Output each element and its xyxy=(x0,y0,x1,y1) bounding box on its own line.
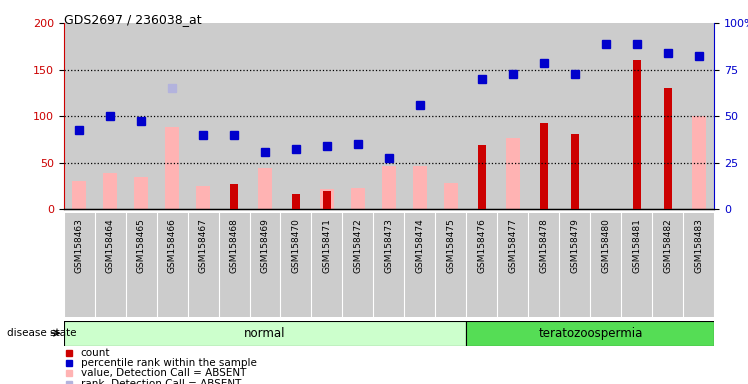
Bar xyxy=(497,23,528,209)
Bar xyxy=(590,213,622,317)
Bar xyxy=(351,188,365,209)
Text: GSM158471: GSM158471 xyxy=(322,218,331,273)
Text: GSM158468: GSM158468 xyxy=(230,218,239,273)
Text: GSM158481: GSM158481 xyxy=(632,218,641,273)
Bar xyxy=(684,23,714,209)
Text: GSM158470: GSM158470 xyxy=(292,218,301,273)
Text: percentile rank within the sample: percentile rank within the sample xyxy=(81,358,257,368)
Bar xyxy=(506,137,520,209)
Bar xyxy=(652,23,684,209)
Bar xyxy=(280,213,311,317)
Bar xyxy=(311,213,343,317)
Bar xyxy=(373,23,405,209)
Bar xyxy=(560,23,590,209)
Bar xyxy=(692,116,706,209)
Bar xyxy=(126,23,156,209)
Bar xyxy=(72,181,86,209)
Bar xyxy=(94,213,126,317)
Text: GSM158464: GSM158464 xyxy=(105,218,114,273)
Bar xyxy=(467,213,497,317)
Bar xyxy=(435,23,467,209)
Bar xyxy=(435,213,467,317)
Bar xyxy=(373,213,405,317)
Text: GSM158467: GSM158467 xyxy=(198,218,207,273)
Text: GSM158473: GSM158473 xyxy=(384,218,393,273)
Text: GSM158479: GSM158479 xyxy=(571,218,580,273)
Text: GSM158477: GSM158477 xyxy=(509,218,518,273)
Bar xyxy=(343,213,373,317)
Bar xyxy=(528,23,560,209)
Text: teratozoospermia: teratozoospermia xyxy=(539,327,643,339)
Bar xyxy=(64,213,94,317)
Bar xyxy=(444,183,458,209)
Bar xyxy=(684,213,714,317)
Bar xyxy=(292,194,300,209)
Text: GSM158478: GSM158478 xyxy=(539,218,548,273)
Text: GSM158472: GSM158472 xyxy=(354,218,363,273)
Bar xyxy=(540,122,548,209)
Bar xyxy=(382,166,396,209)
Bar xyxy=(230,184,238,209)
Bar xyxy=(64,321,467,346)
Bar xyxy=(405,23,435,209)
Bar xyxy=(323,191,331,209)
Bar xyxy=(571,134,579,209)
Text: GSM158476: GSM158476 xyxy=(477,218,486,273)
Bar xyxy=(64,23,94,209)
Text: normal: normal xyxy=(245,327,286,339)
Bar xyxy=(320,189,334,209)
Bar xyxy=(478,145,485,209)
Bar xyxy=(497,213,528,317)
Text: GSM158483: GSM158483 xyxy=(694,218,703,273)
Bar xyxy=(343,23,373,209)
Bar xyxy=(622,213,652,317)
Bar xyxy=(622,23,652,209)
Text: GSM158469: GSM158469 xyxy=(260,218,269,273)
Text: GSM158463: GSM158463 xyxy=(75,218,84,273)
Bar xyxy=(250,23,280,209)
Bar xyxy=(156,213,188,317)
Bar xyxy=(156,23,188,209)
Bar xyxy=(311,23,343,209)
Bar xyxy=(103,173,117,209)
Text: GSM158480: GSM158480 xyxy=(601,218,610,273)
Bar xyxy=(126,213,156,317)
Bar xyxy=(218,213,250,317)
Text: rank, Detection Call = ABSENT: rank, Detection Call = ABSENT xyxy=(81,379,241,384)
Text: GSM158466: GSM158466 xyxy=(168,218,177,273)
Bar xyxy=(413,166,427,209)
Text: GSM158474: GSM158474 xyxy=(415,218,424,273)
Bar xyxy=(196,186,210,209)
Text: count: count xyxy=(81,348,110,358)
Bar xyxy=(405,213,435,317)
Bar xyxy=(250,213,280,317)
Text: GSM158465: GSM158465 xyxy=(137,218,146,273)
Text: GDS2697 / 236038_at: GDS2697 / 236038_at xyxy=(64,13,201,26)
Bar xyxy=(590,23,622,209)
Bar xyxy=(258,168,272,209)
Bar xyxy=(188,23,218,209)
Bar xyxy=(218,23,250,209)
Bar xyxy=(467,23,497,209)
Bar xyxy=(94,23,126,209)
Bar xyxy=(188,213,218,317)
Bar xyxy=(560,213,590,317)
Text: GSM158482: GSM158482 xyxy=(663,218,672,273)
Bar xyxy=(134,177,148,209)
Text: disease state: disease state xyxy=(7,328,77,338)
Bar xyxy=(280,23,311,209)
Text: value, Detection Call = ABSENT: value, Detection Call = ABSENT xyxy=(81,368,246,378)
Text: GSM158475: GSM158475 xyxy=(447,218,456,273)
Bar xyxy=(633,60,641,209)
Bar xyxy=(664,88,672,209)
Bar xyxy=(165,127,179,209)
Bar xyxy=(652,213,684,317)
Bar xyxy=(467,321,714,346)
Bar xyxy=(528,213,560,317)
